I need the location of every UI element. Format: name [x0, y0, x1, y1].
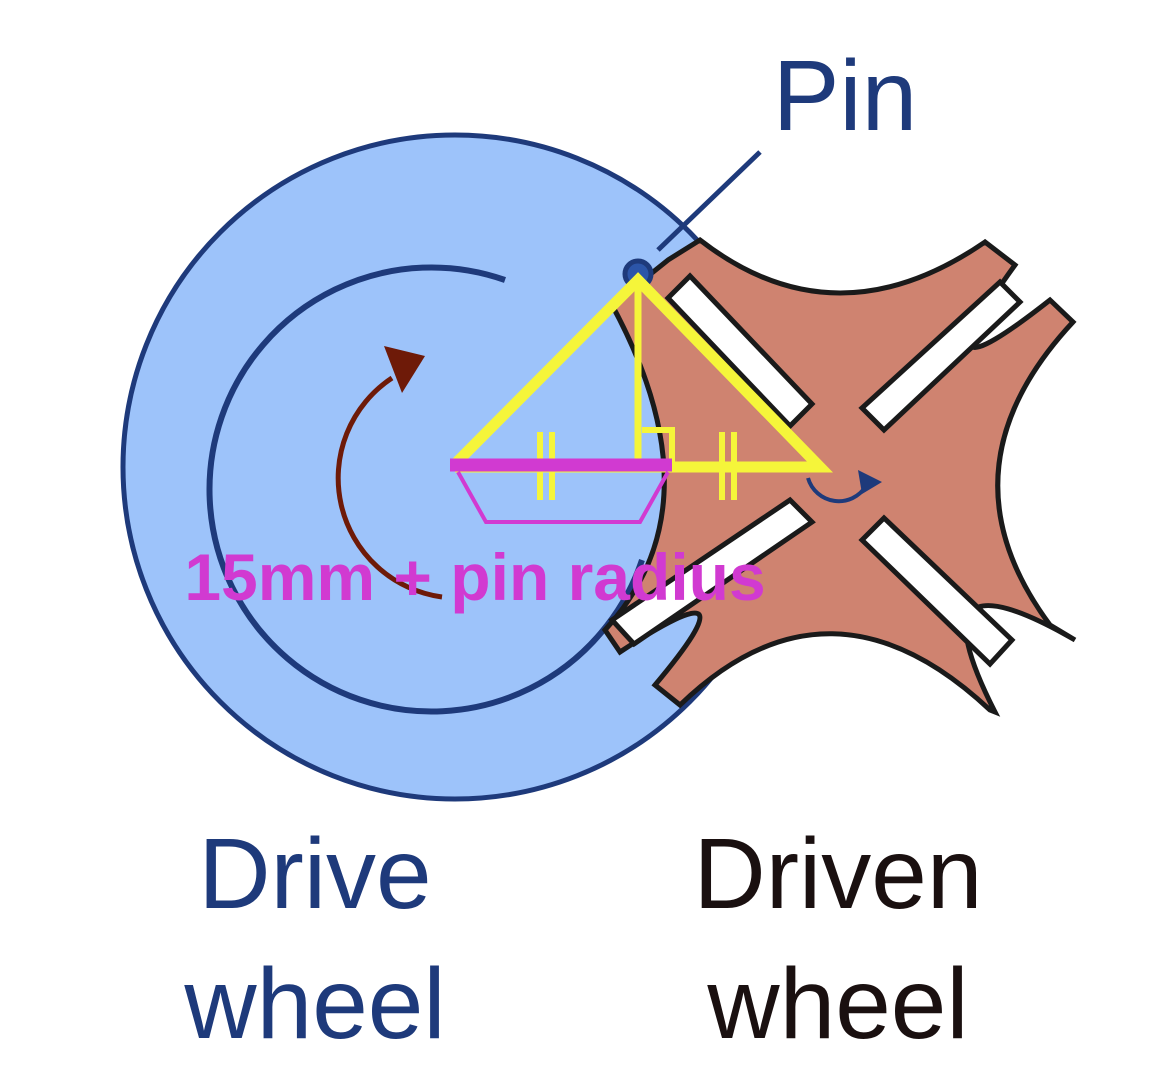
right-angle-mark [642, 427, 675, 462]
pin-leader-line [656, 150, 762, 252]
driven-wheel [601, 236, 1077, 717]
driven-rotation-arrowhead [858, 470, 882, 494]
drive-wheel-caption-line2: wheel [183, 948, 445, 1060]
drive-rotation-arrowhead [384, 346, 425, 393]
driven-slot-top-left [664, 272, 816, 430]
drive-wheel-groove [206, 264, 645, 715]
dimension-label: 15mm + pin radius [184, 540, 765, 614]
pin-label: Pin [773, 40, 918, 152]
driven-slot-bottom-right [858, 514, 1016, 668]
driven-rotation-arrow [806, 477, 868, 504]
driven-slot-bottom-left [608, 496, 816, 648]
driven-wheel-caption-line2: wheel [706, 948, 968, 1060]
drive-rotation-arrow [335, 375, 443, 600]
driven-slot-top-right [858, 278, 1024, 434]
dimension-bracket [450, 458, 672, 524]
drive-wheel-caption-line1: Drive [198, 818, 431, 930]
dimension-brace [456, 471, 670, 524]
driven-wheel-caption-line1: Driven [694, 818, 983, 930]
